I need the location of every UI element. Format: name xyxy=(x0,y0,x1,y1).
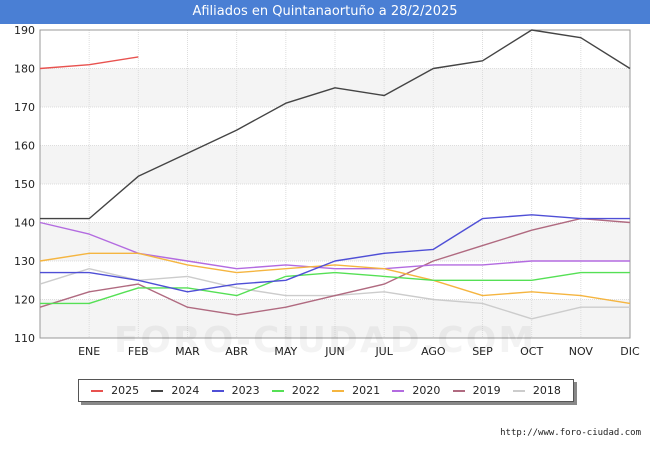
watermark: FORO-CIUDAD.COM xyxy=(0,320,650,361)
y-tick-label: 160 xyxy=(14,140,35,153)
legend-item-2021: 2021 xyxy=(332,384,380,397)
legend-label: 2024 xyxy=(171,384,200,397)
x-tick-label: FEB xyxy=(128,345,149,358)
legend-label: 2020 xyxy=(412,384,441,397)
y-axis-ticks: 110 120 130 140 150 160 170 180 190 xyxy=(14,24,35,345)
series-line-2024 xyxy=(40,29,631,220)
legend-swatch xyxy=(211,389,224,392)
y-tick-label: 130 xyxy=(14,255,35,268)
y-tick-label: 170 xyxy=(14,101,35,114)
legend-swatch xyxy=(452,389,465,392)
x-axis-ticks: ENE FEB MAR ABR MAY JUN JUL AGO SEP OCT NOV DIC xyxy=(78,345,640,358)
y-tick-label: 140 xyxy=(14,217,35,230)
series-line-2025 xyxy=(39,56,139,70)
legend-item-2023: 2023 xyxy=(211,384,260,397)
legend-swatch xyxy=(392,389,405,392)
x-tick-label: MAR xyxy=(175,345,200,358)
x-tick-label: ABR xyxy=(225,345,248,358)
series-line-2019 xyxy=(39,217,631,316)
legend: 2025 2024 2023 2022 2021 2020 2019 2018 xyxy=(78,379,574,402)
x-tick-label: MAY xyxy=(274,345,297,358)
legend-label: 2019 xyxy=(472,384,501,397)
x-tick-label: OCT xyxy=(520,345,543,358)
legend-item-2024: 2024 xyxy=(151,384,199,397)
x-tick-label: ENE xyxy=(78,345,100,358)
y-tick-label: 110 xyxy=(14,332,35,345)
legend-label: 2022 xyxy=(291,384,320,397)
series-lines xyxy=(39,29,631,320)
legend-item-2020: 2020 xyxy=(392,384,440,397)
y-tick-label: 150 xyxy=(14,178,35,191)
legend-swatch xyxy=(91,389,104,392)
chart-title: Afiliados en Quintanaortuño a 28/2/2025 xyxy=(0,0,650,24)
legend-label: 2023 xyxy=(231,384,260,397)
x-tick-label: AGO xyxy=(421,345,446,358)
legend-label: 2018 xyxy=(532,384,561,397)
legend-item-2025: 2025 xyxy=(91,384,139,397)
legend-item-2018: 2018 xyxy=(512,384,561,397)
y-tick-label: 120 xyxy=(14,294,35,307)
legend-label: 2021 xyxy=(352,384,381,397)
legend-swatch xyxy=(151,389,164,392)
legend-item-2019: 2019 xyxy=(452,384,501,397)
legend-swatch xyxy=(271,389,284,392)
legend-swatch xyxy=(332,389,345,392)
source-link[interactable]: http://www.foro-ciudad.com xyxy=(500,428,641,438)
x-tick-label: JUN xyxy=(324,345,345,358)
y-tick-label: 180 xyxy=(14,63,35,76)
x-tick-label: DIC xyxy=(620,345,640,358)
x-tick-label: SEP xyxy=(472,345,493,358)
legend-swatch xyxy=(512,389,525,392)
series-line-2021 xyxy=(39,252,631,305)
legend-item-2022: 2022 xyxy=(271,384,320,397)
y-tick-label: 190 xyxy=(14,24,35,37)
legend-label: 2025 xyxy=(111,384,140,397)
series-line-2022 xyxy=(40,271,630,305)
grid-lines xyxy=(40,29,630,339)
x-tick-label: JUL xyxy=(374,345,393,358)
x-tick-label: NOV xyxy=(569,345,594,358)
plot-area-border xyxy=(39,29,631,339)
series-line-2023 xyxy=(40,214,630,293)
